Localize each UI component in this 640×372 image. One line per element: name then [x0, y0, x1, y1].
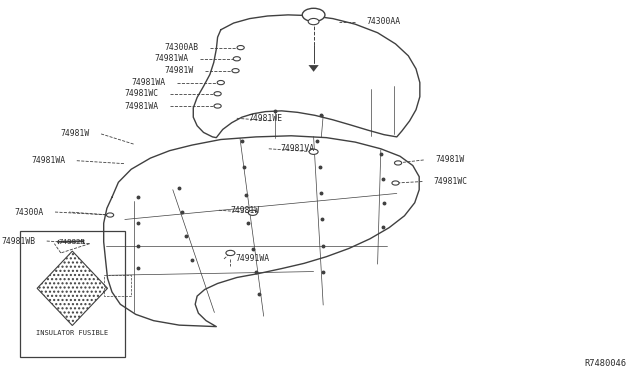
- Text: R7480046: R7480046: [584, 359, 626, 368]
- Text: 74300AB: 74300AB: [164, 43, 198, 52]
- Text: 74981WA: 74981WA: [131, 78, 165, 87]
- Circle shape: [392, 181, 399, 185]
- Text: 74981WA: 74981WA: [155, 54, 189, 63]
- Text: 74981WE: 74981WE: [248, 114, 282, 123]
- Text: 74981WC: 74981WC: [125, 89, 159, 98]
- Circle shape: [217, 80, 225, 85]
- Circle shape: [309, 149, 318, 154]
- Circle shape: [394, 161, 402, 165]
- Text: 74882R: 74882R: [59, 239, 86, 245]
- Text: INSULATOR FUSIBLE: INSULATOR FUSIBLE: [36, 330, 108, 336]
- Text: 74300A: 74300A: [14, 208, 44, 217]
- Text: 74991WA: 74991WA: [236, 254, 269, 263]
- Text: 74981W: 74981W: [164, 66, 193, 75]
- Text: 74981WC: 74981WC: [434, 177, 468, 186]
- Circle shape: [232, 68, 239, 73]
- Circle shape: [248, 210, 257, 215]
- Text: 74981W: 74981W: [60, 129, 90, 138]
- Text: 74981W: 74981W: [230, 206, 260, 215]
- Text: 74981VA: 74981VA: [280, 144, 314, 153]
- Circle shape: [214, 92, 221, 96]
- FancyBboxPatch shape: [20, 231, 125, 357]
- Text: 74981WA: 74981WA: [125, 102, 159, 110]
- Polygon shape: [308, 65, 319, 72]
- Circle shape: [302, 8, 325, 22]
- Circle shape: [226, 250, 235, 256]
- Text: 74981WB: 74981WB: [1, 237, 35, 246]
- Circle shape: [106, 213, 114, 217]
- Circle shape: [233, 57, 241, 61]
- Circle shape: [308, 19, 319, 25]
- Text: 74981WA: 74981WA: [31, 156, 65, 165]
- Text: 74981W: 74981W: [435, 155, 465, 164]
- Circle shape: [237, 45, 244, 50]
- Text: 74300AA: 74300AA: [366, 17, 400, 26]
- Circle shape: [214, 104, 221, 108]
